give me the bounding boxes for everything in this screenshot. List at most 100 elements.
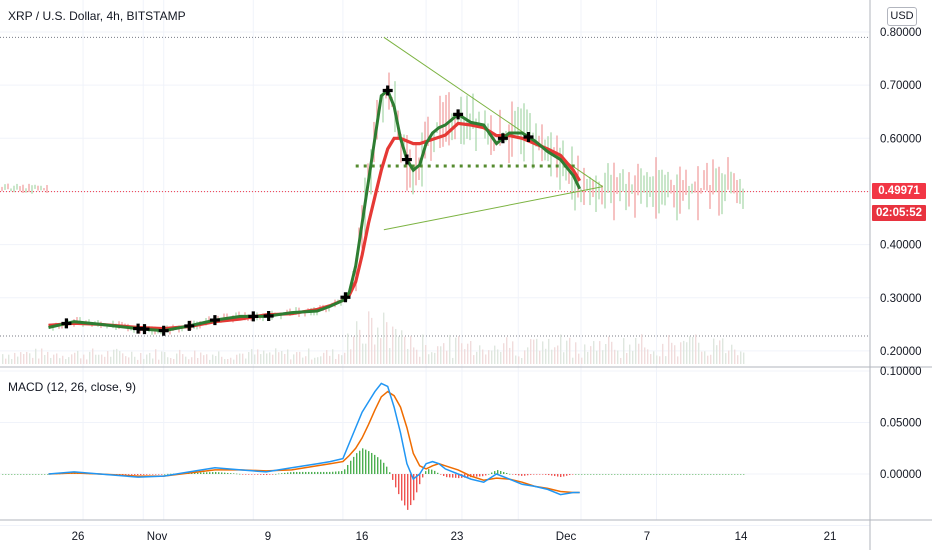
volume-bar — [275, 348, 277, 364]
macd-histogram-bar — [32, 474, 34, 475]
volume-bar — [428, 354, 430, 364]
macd-histogram-bar — [485, 474, 487, 476]
macd-histogram-bar — [527, 474, 529, 476]
macd-histogram-bar — [365, 449, 367, 474]
volume-bar — [251, 349, 253, 364]
macd-histogram-bar — [119, 474, 121, 475]
macd-histogram-bar — [533, 474, 535, 475]
volume-bar — [359, 329, 361, 364]
macd-histogram-bar — [401, 474, 403, 501]
macd-histogram-bar — [680, 474, 682, 475]
volume-bar — [527, 347, 529, 364]
macd-histogram-bar — [704, 474, 706, 475]
volume-bar — [593, 341, 595, 364]
volume-bar — [248, 352, 250, 364]
volume-bar — [539, 350, 541, 364]
volume-bar — [107, 351, 109, 364]
volume-bar — [524, 350, 526, 364]
macd-histogram-bar — [266, 474, 268, 476]
volume-bar — [449, 334, 451, 364]
macd-histogram-bar — [590, 474, 592, 475]
macd-histogram-bar — [164, 473, 166, 475]
macd-histogram-bar — [725, 474, 727, 475]
volume-bar — [41, 348, 43, 364]
macd-histogram-bar — [11, 474, 13, 475]
volume-bar — [587, 351, 589, 364]
volume-bar — [197, 358, 199, 364]
macd-indicator-title[interactable]: MACD (12, 26, close, 9) — [8, 380, 137, 394]
signal-cross-marker — [248, 311, 259, 322]
price-axis-label: 0.20000 — [880, 346, 922, 358]
signal-cross-marker — [523, 131, 534, 142]
volume-bar — [233, 359, 235, 364]
volume-bar — [374, 344, 376, 364]
volume-bar — [173, 359, 175, 364]
macd-histogram-bar — [125, 474, 127, 475]
volume-bar — [491, 350, 493, 364]
volume-bar — [32, 357, 34, 364]
volume-bar — [722, 338, 724, 364]
macd-histogram-bar — [296, 471, 298, 474]
volume-bar — [362, 343, 364, 364]
macd-histogram-bar — [575, 474, 577, 475]
volume-bar — [170, 357, 172, 364]
volume-bar — [431, 352, 433, 364]
macd-histogram-bar — [209, 472, 211, 474]
volume-bar — [680, 342, 682, 364]
macd-histogram-bar — [137, 474, 139, 476]
volume-bar — [320, 356, 322, 364]
volume-bar — [158, 359, 160, 364]
macd-histogram-bar — [194, 472, 196, 474]
macd-histogram-bar — [665, 474, 667, 475]
volume-bar — [101, 354, 103, 364]
macd-histogram-bar — [155, 474, 157, 475]
macd-histogram-bar — [338, 471, 340, 474]
volume-bar — [731, 344, 733, 364]
volume-bar — [104, 356, 106, 364]
macd-histogram-bar — [611, 474, 613, 475]
macd-histogram-bar — [161, 474, 163, 475]
volume-bar — [647, 349, 649, 364]
volume-bar — [482, 349, 484, 364]
volume-bar — [548, 338, 550, 364]
volume-bar — [14, 352, 16, 364]
volume-bar — [11, 359, 13, 364]
volume-bar — [35, 348, 37, 364]
macd-histogram-bar — [479, 474, 481, 477]
volume-bar — [89, 351, 91, 364]
volume-bar — [263, 350, 265, 364]
currency-button[interactable]: USD — [887, 7, 917, 26]
macd-histogram-bar — [167, 473, 169, 475]
macd-histogram-bar — [494, 471, 496, 474]
volume-bar — [695, 334, 697, 364]
macd-histogram-bar — [686, 474, 688, 475]
macd-histogram-bar — [542, 474, 544, 475]
macd-histogram-bar — [722, 474, 724, 475]
macd-histogram-bar — [308, 471, 310, 474]
macd-histogram-bar — [653, 474, 655, 475]
volume-bar — [518, 356, 520, 364]
time-axis-label: 26 — [72, 531, 85, 543]
macd-histogram-bar — [572, 474, 574, 475]
volume-bar — [413, 347, 415, 364]
macd-histogram-bar — [149, 474, 151, 475]
macd-histogram-bar — [500, 471, 502, 474]
volume-bar — [98, 354, 100, 364]
volume-bar — [2, 354, 4, 364]
volume-bar — [71, 354, 73, 364]
macd-histogram-bar — [293, 471, 295, 474]
volume-bar — [308, 348, 310, 364]
volume-bar — [497, 349, 499, 364]
macd-histogram-bar — [44, 474, 46, 475]
macd-histogram-bar — [374, 454, 376, 474]
macd-histogram-bar — [536, 474, 538, 475]
macd-histogram-bar — [371, 452, 373, 474]
macd-histogram-bar — [617, 474, 619, 475]
macd-histogram-bar — [587, 474, 589, 475]
volume-bar — [617, 350, 619, 364]
volume-bar — [122, 353, 124, 364]
macd-histogram-bar — [584, 474, 586, 475]
macd-histogram-bar — [635, 474, 637, 475]
macd-histogram-bar — [428, 469, 430, 474]
